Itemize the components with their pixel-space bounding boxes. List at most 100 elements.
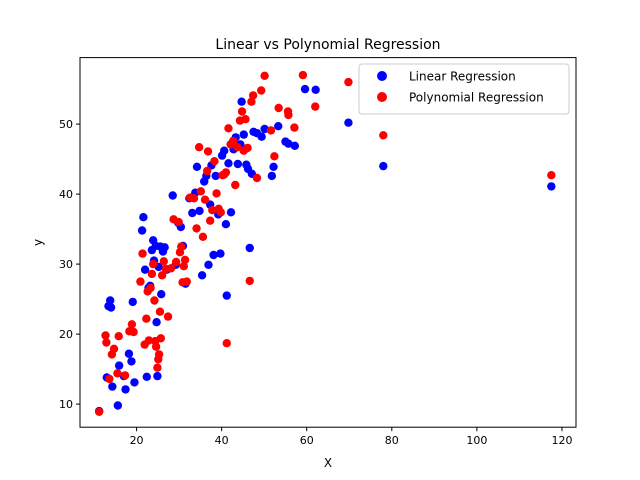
data-point-polynomial	[171, 257, 181, 267]
data-point-linear	[221, 220, 231, 229]
data-point-polynomial	[298, 70, 308, 80]
data-point-linear	[222, 291, 231, 300]
data-point-linear	[113, 401, 123, 410]
data-point-linear	[106, 296, 115, 305]
data-point-polynomial	[257, 86, 266, 95]
data-point-polynomial	[198, 232, 208, 241]
x-tick-label: 60	[300, 434, 314, 447]
data-point-polynomial	[205, 216, 215, 225]
y-tick-label: 40	[59, 188, 73, 201]
y-axis-label: y	[31, 239, 45, 246]
data-point-polynomial	[182, 277, 191, 286]
data-point-polynomial	[177, 242, 186, 251]
data-point-polynomial	[221, 168, 231, 177]
data-point-linear	[128, 297, 137, 307]
data-point-linear	[220, 146, 229, 155]
x-tick-label: 40	[215, 434, 229, 447]
data-point-linear	[195, 206, 204, 216]
data-point-polynomial	[241, 115, 250, 124]
data-point-polynomial	[233, 143, 242, 152]
data-point-polynomial	[224, 124, 233, 133]
data-point-polynomial	[248, 91, 258, 100]
data-point-linear	[237, 97, 246, 106]
legend: Linear Regression Polynomial Regression	[358, 63, 570, 115]
series-polynomial	[94, 70, 556, 416]
data-point-polynomial	[120, 371, 130, 380]
data-point-linear	[260, 124, 269, 134]
data-point-polynomial	[210, 157, 219, 166]
data-point-polynomial	[252, 173, 262, 183]
data-point-polynomial	[147, 269, 157, 279]
data-point-linear	[284, 139, 293, 148]
data-point-polynomial	[196, 187, 206, 196]
data-point-polynomial	[101, 331, 110, 340]
x-axis: 20 40 60 80 100 120	[130, 427, 572, 447]
data-point-polynomial	[270, 152, 279, 161]
data-point-linear	[168, 191, 177, 200]
data-point-polynomial	[142, 314, 151, 323]
data-point-polynomial	[243, 143, 252, 153]
x-tick-label: 100	[466, 434, 487, 447]
data-point-polynomial	[148, 259, 158, 269]
data-point-polynomial	[151, 342, 161, 351]
data-point-linear	[130, 378, 139, 387]
data-point-polynomial	[192, 224, 201, 233]
data-point-polynomial	[179, 262, 188, 271]
legend-box	[358, 63, 570, 115]
data-point-linear	[290, 141, 300, 150]
data-point-polynomial	[105, 374, 114, 384]
data-point-polynomial	[547, 171, 556, 180]
data-point-linear	[209, 250, 218, 260]
data-point-linear	[157, 290, 166, 299]
data-point-polynomial	[212, 189, 221, 198]
data-point-polynomial	[216, 208, 225, 217]
data-point-linear	[257, 132, 266, 141]
legend-label-polynomial: Polynomial Regression	[409, 91, 544, 105]
data-point-linear	[137, 226, 147, 235]
data-point-polynomial	[146, 283, 155, 293]
data-point-polynomial	[127, 320, 137, 329]
data-point-polynomial	[260, 71, 269, 81]
data-point-polynomial	[156, 334, 166, 343]
series-linear	[94, 84, 556, 416]
y-tick-label: 50	[59, 118, 73, 131]
data-point-linear	[106, 303, 116, 312]
legend-marker-polynomial	[377, 92, 387, 102]
data-point-linear	[204, 260, 213, 269]
data-point-polynomial	[202, 166, 212, 176]
data-point-linear	[274, 122, 283, 131]
data-point-polynomial	[290, 123, 299, 132]
data-point-linear	[233, 159, 243, 169]
y-tick-label: 30	[59, 258, 73, 271]
x-axis-label: X	[324, 456, 332, 470]
data-point-polynomial	[208, 206, 217, 215]
data-point-polynomial	[231, 180, 240, 190]
data-point-polynomial	[136, 277, 145, 286]
data-point-polynomial	[189, 194, 199, 203]
data-point-linear	[160, 243, 169, 252]
x-tick-label: 20	[130, 434, 144, 447]
data-point-polynomial	[163, 312, 173, 321]
data-point-polynomial	[157, 271, 167, 280]
data-point-polynomial	[114, 332, 123, 341]
chart-title: Linear vs Polynomial Regression	[215, 37, 440, 53]
data-point-polynomial	[200, 195, 210, 204]
data-point-linear	[114, 361, 124, 370]
data-point-polynomial	[245, 276, 254, 286]
data-point-linear	[108, 382, 117, 391]
data-point-polynomial	[129, 327, 138, 337]
data-point-linear	[188, 208, 197, 218]
data-point-linear	[224, 159, 233, 168]
data-point-polynomial	[222, 339, 231, 348]
data-point-polynomial	[166, 264, 176, 273]
data-point-polynomial	[174, 217, 183, 227]
y-axis: 10 20 30 40 50	[59, 118, 80, 411]
data-point-linear	[226, 208, 236, 217]
y-tick-label: 20	[59, 328, 73, 341]
x-tick-label: 120	[551, 434, 572, 447]
data-point-polynomial	[247, 97, 256, 106]
data-point-polynomial	[203, 147, 213, 156]
data-point-polynomial	[94, 407, 104, 416]
data-point-polynomial	[237, 107, 247, 116]
